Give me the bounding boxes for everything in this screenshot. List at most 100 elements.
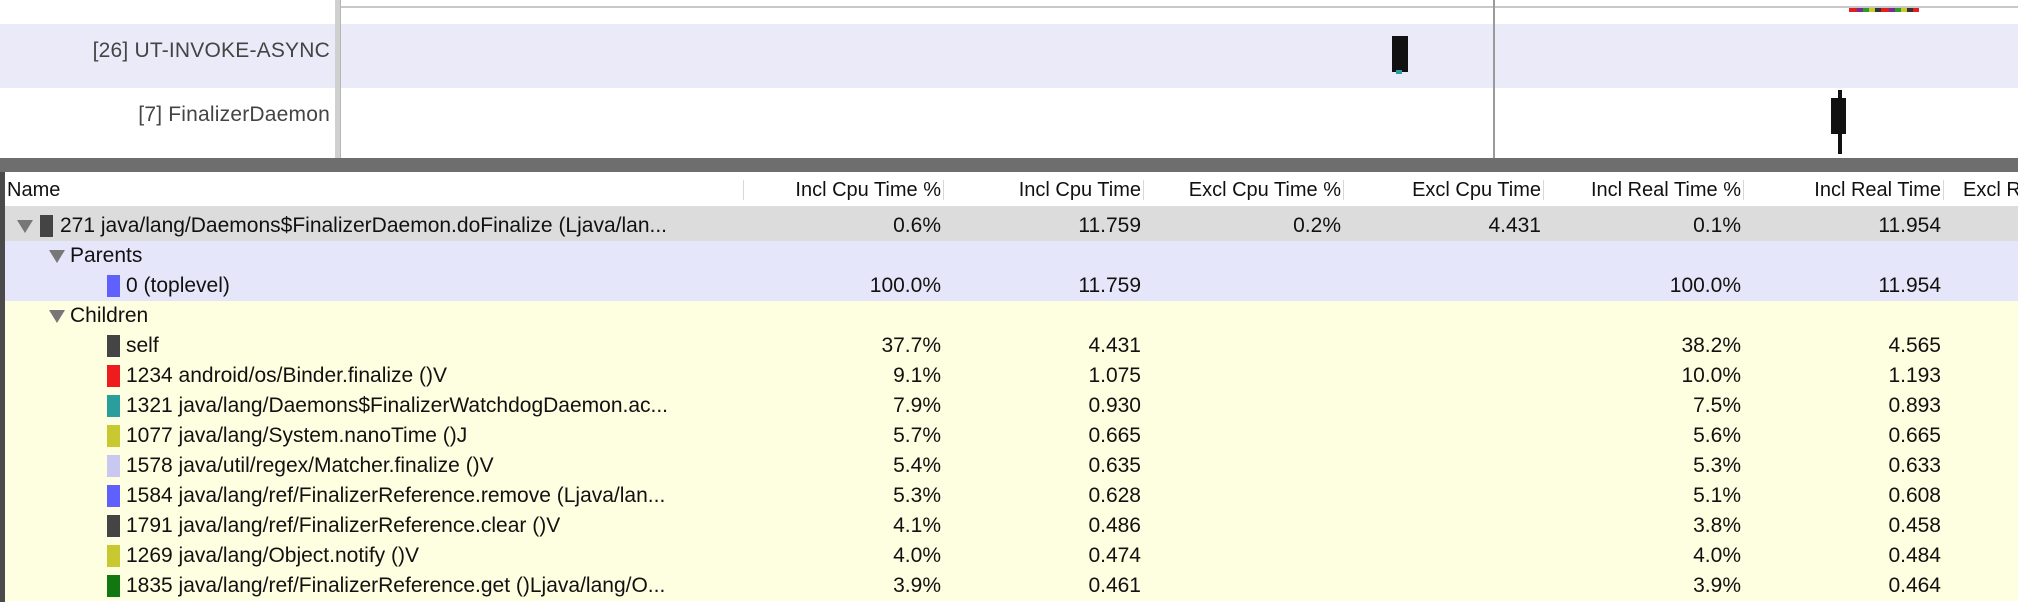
incl-cpu: 0.665 [1088, 424, 1141, 447]
table-row[interactable]: self 37.7% 4.431 38.2% 4.565 [5, 331, 2018, 361]
thread-row-finalizer-daemon[interactable]: [7] FinalizerDaemon [0, 88, 2018, 154]
incl-cpu-pct: 4.1% [893, 514, 941, 537]
thread-label: [7] FinalizerDaemon [138, 103, 330, 126]
table-row[interactable]: 1584 java/lang/ref/FinalizerReference.re… [5, 481, 2018, 511]
timeline-marker [1849, 8, 1919, 12]
table-row[interactable]: 0 (toplevel) 100.0% 11.759 100.0% 11.954 [5, 271, 2018, 301]
incl-cpu-pct: 5.3% [893, 484, 941, 507]
profile-table[interactable]: Name Incl Cpu Time % Incl Cpu Time Excl … [0, 172, 2018, 602]
column-separator[interactable] [1943, 180, 1944, 200]
table-row-selected[interactable]: 271 java/lang/Daemons$FinalizerDaemon.do… [5, 211, 2018, 241]
incl-cpu: 0.461 [1088, 574, 1141, 597]
method-name: 1077 java/lang/System.nanoTime ()J [126, 424, 468, 447]
incl-cpu: 0.930 [1088, 394, 1141, 417]
incl-cpu-pct: 9.1% [893, 364, 941, 387]
collapse-triangle-icon[interactable] [49, 310, 65, 323]
timeline-cursor[interactable] [1493, 0, 1495, 158]
column-header-excl-real[interactable]: Excl R [1963, 179, 2018, 201]
method-name: 1578 java/util/regex/Matcher.finalize ()… [126, 454, 494, 477]
method-color-swatch [107, 455, 120, 477]
execution-block[interactable] [1831, 98, 1846, 134]
incl-real-pct: 100.0% [1669, 274, 1741, 297]
incl-real-pct: 5.3% [1693, 454, 1741, 477]
incl-cpu: 1.075 [1088, 364, 1141, 387]
table-row-partial [5, 206, 2018, 211]
incl-real: 0.893 [1888, 394, 1941, 417]
method-name: 1791 java/lang/ref/FinalizerReference.cl… [126, 514, 561, 537]
group-label: Parents [70, 244, 143, 267]
column-separator[interactable] [743, 180, 744, 200]
column-separator[interactable] [943, 180, 944, 200]
table-row[interactable]: 1835 java/lang/ref/FinalizerReference.ge… [5, 571, 2018, 601]
children-group-header[interactable]: Children [5, 301, 2018, 331]
incl-cpu: 11.759 [1078, 274, 1141, 297]
execution-block[interactable] [1392, 36, 1408, 72]
thread-label: [26] UT-INVOKE-ASYNC [92, 39, 330, 62]
incl-real-pct: 7.5% [1693, 394, 1741, 417]
incl-cpu-pct: 5.7% [893, 424, 941, 447]
method-color-swatch [107, 395, 120, 417]
method-color-swatch [107, 545, 120, 567]
incl-cpu-pct: 5.4% [893, 454, 941, 477]
method-color-swatch [107, 515, 120, 537]
incl-real: 11.954 [1878, 274, 1941, 297]
incl-real: 0.464 [1888, 574, 1941, 597]
group-label: Children [70, 304, 149, 327]
method-color-swatch [107, 335, 120, 357]
incl-cpu: 0.486 [1088, 514, 1141, 537]
column-header-incl-real-pct[interactable]: Incl Real Time % [1590, 179, 1741, 201]
timeline-splitter[interactable] [335, 0, 341, 158]
column-separator[interactable] [1143, 180, 1144, 200]
incl-real-pct: 3.8% [1693, 514, 1741, 537]
incl-real: 4.565 [1888, 334, 1941, 357]
incl-cpu: 0.474 [1088, 544, 1141, 567]
method-name: 0 (toplevel) [126, 274, 230, 297]
collapse-triangle-icon[interactable] [49, 250, 65, 263]
column-header-excl-cpu[interactable]: Excl Cpu Time [1412, 179, 1541, 201]
column-header-incl-cpu-pct[interactable]: Incl Cpu Time % [795, 179, 941, 201]
column-header-excl-cpu-pct[interactable]: Excl Cpu Time % [1188, 179, 1341, 201]
column-header-name[interactable]: Name [7, 179, 61, 201]
incl-cpu-pct: 3.9% [893, 574, 941, 597]
incl-cpu: 0.628 [1088, 484, 1141, 507]
incl-cpu-pct: 4.0% [893, 544, 941, 567]
table-row[interactable]: 1077 java/lang/System.nanoTime ()J 5.7% … [5, 421, 2018, 451]
table-row[interactable]: 1578 java/util/regex/Matcher.finalize ()… [5, 451, 2018, 481]
incl-cpu: 11.759 [1078, 214, 1141, 237]
incl-real-pct: 5.1% [1693, 484, 1741, 507]
method-name: 1835 java/lang/ref/FinalizerReference.ge… [126, 574, 666, 597]
column-separator[interactable] [1743, 180, 1744, 200]
incl-real: 0.633 [1888, 454, 1941, 477]
thread-row-ut-invoke-async[interactable]: [26] UT-INVOKE-ASYNC [0, 24, 2018, 88]
panel-divider[interactable] [0, 158, 2018, 172]
collapse-triangle-icon[interactable] [17, 220, 33, 233]
method-color-swatch [107, 485, 120, 507]
parents-group-header[interactable]: Parents [5, 241, 2018, 271]
method-color-swatch [107, 575, 120, 597]
table-row[interactable]: 1321 java/lang/Daemons$FinalizerWatchdog… [5, 391, 2018, 421]
method-name: 1584 java/lang/ref/FinalizerReference.re… [126, 484, 666, 507]
execution-block[interactable] [1396, 70, 1402, 74]
table-row[interactable]: 1269 java/lang/Object.notify ()V 4.0% 0.… [5, 541, 2018, 571]
method-color-swatch [107, 425, 120, 447]
incl-real: 0.458 [1888, 514, 1941, 537]
column-separator[interactable] [1543, 180, 1544, 200]
incl-cpu-pct: 7.9% [893, 394, 941, 417]
incl-cpu-pct: 0.6% [893, 214, 941, 237]
table-row[interactable]: 1791 java/lang/ref/FinalizerReference.cl… [5, 511, 2018, 541]
method-color-swatch [40, 215, 53, 237]
incl-real-pct: 4.0% [1693, 544, 1741, 567]
incl-real: 11.954 [1878, 214, 1941, 237]
table-row[interactable]: 1234 android/os/Binder.finalize ()V 9.1%… [5, 361, 2018, 391]
column-header-incl-cpu[interactable]: Incl Cpu Time [1018, 179, 1141, 201]
timeline-ruler [340, 6, 2018, 8]
incl-real-pct: 0.1% [1693, 214, 1741, 237]
column-separator[interactable] [1343, 180, 1344, 200]
column-header-incl-real[interactable]: Incl Real Time [1814, 179, 1941, 201]
method-name: 1234 android/os/Binder.finalize ()V [126, 364, 448, 387]
incl-real: 0.484 [1888, 544, 1941, 567]
excl-cpu-pct: 0.2% [1293, 214, 1341, 237]
timeline-panel[interactable]: [26] UT-INVOKE-ASYNC [7] FinalizerDaemon [0, 0, 2018, 158]
excl-cpu: 4.431 [1488, 214, 1541, 237]
